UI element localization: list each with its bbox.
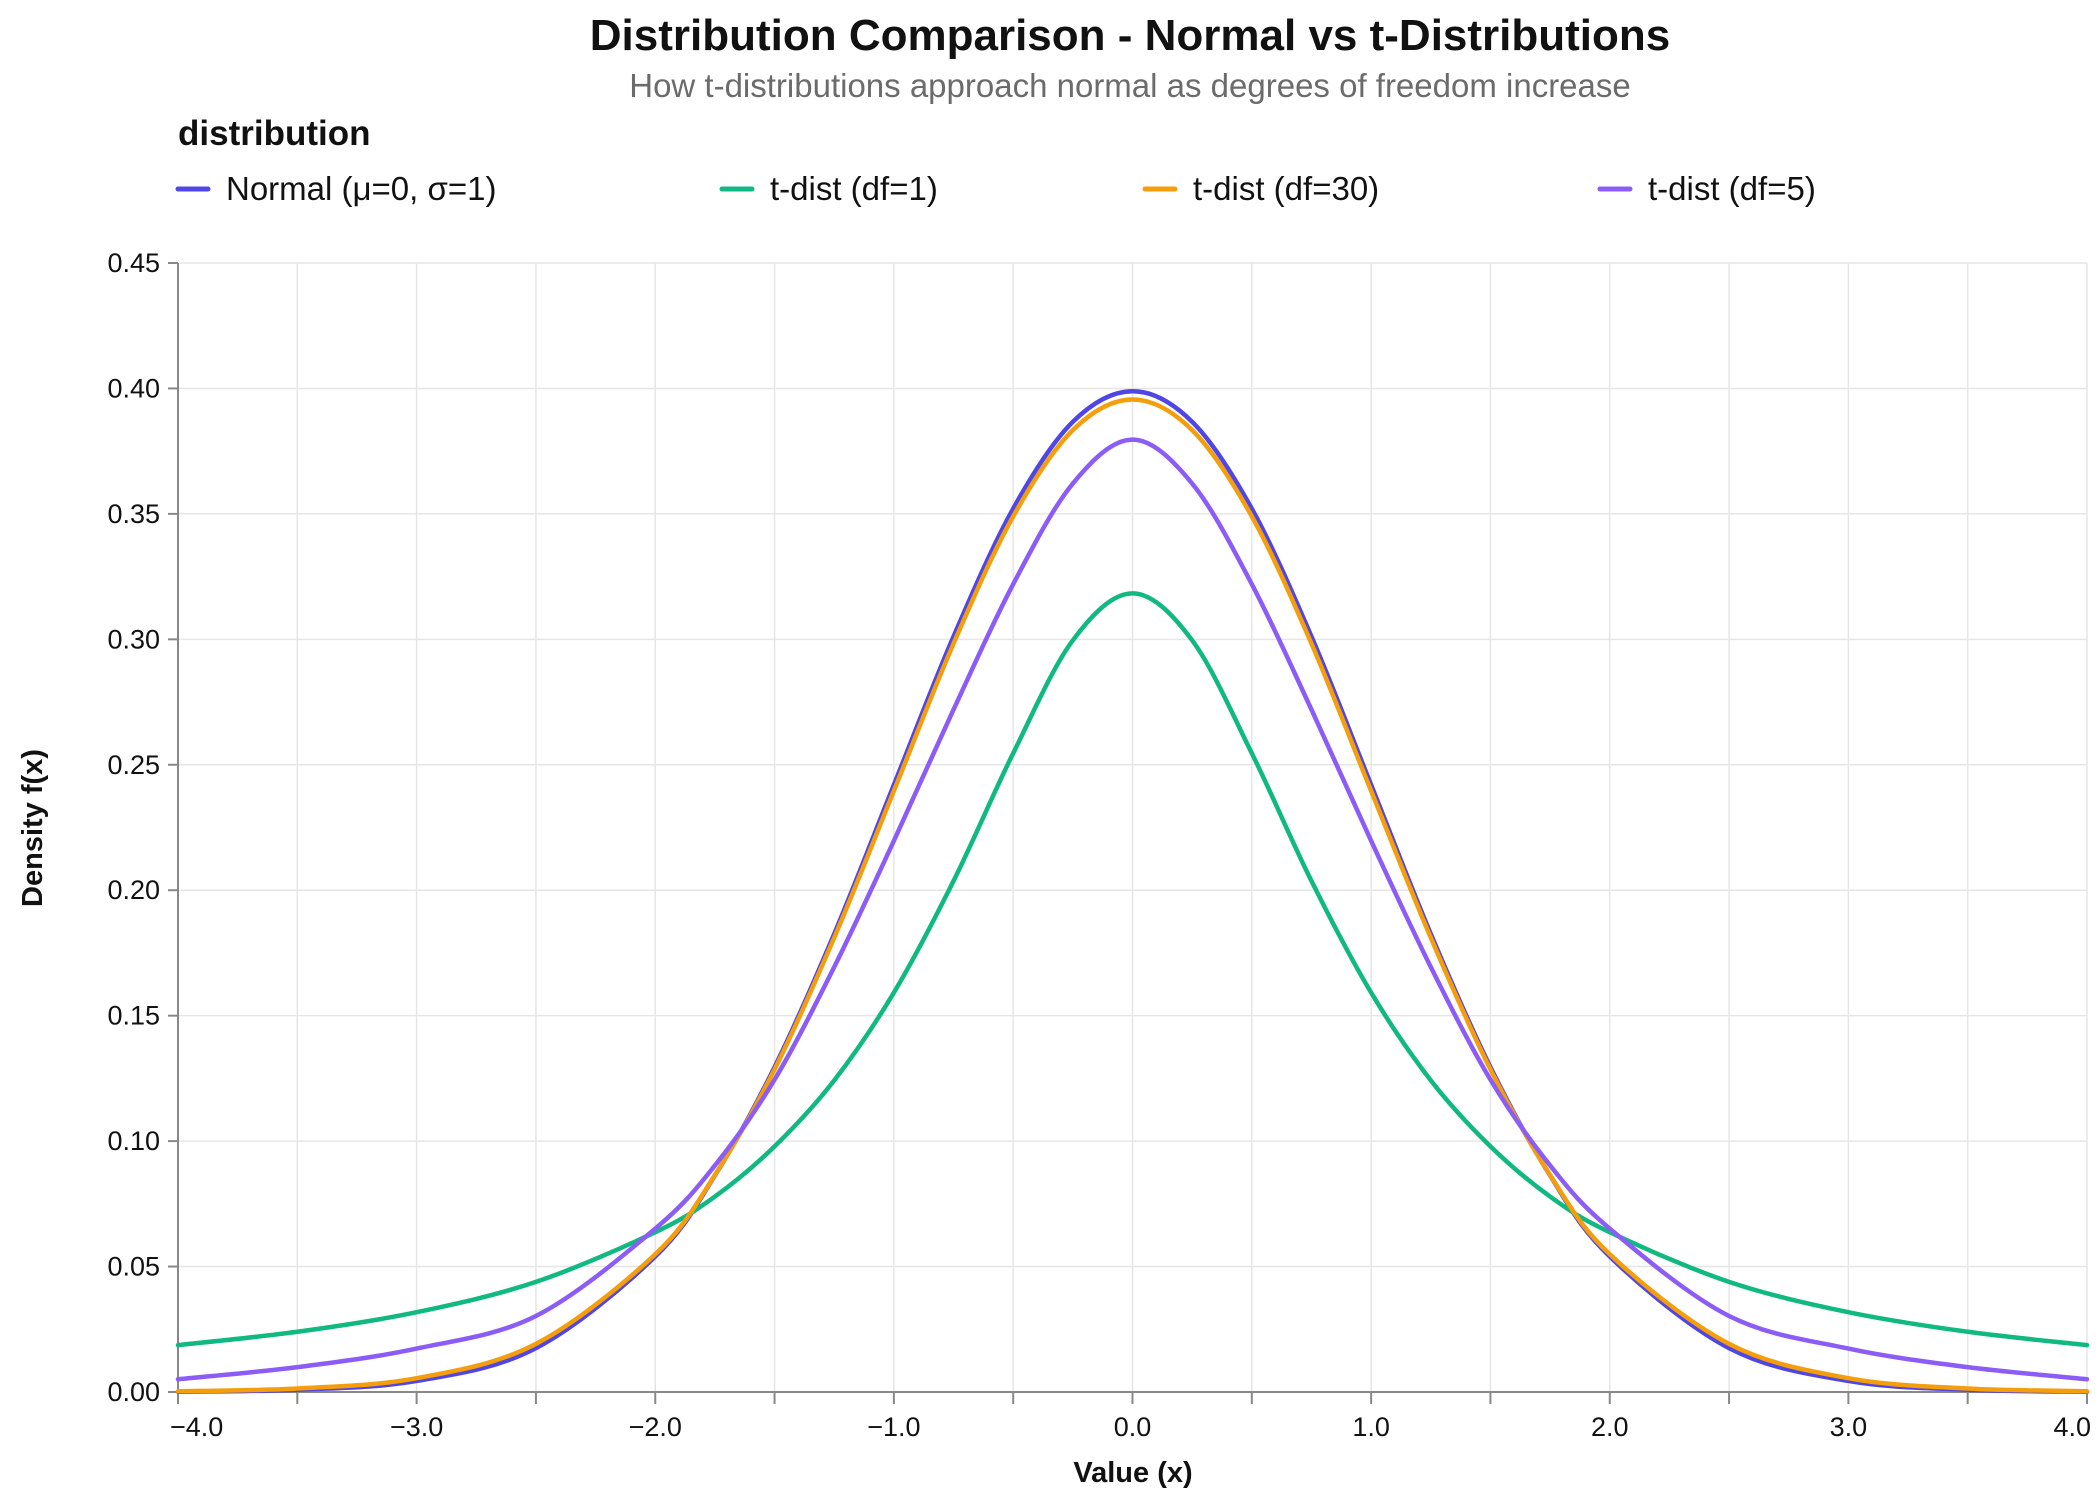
axes: 0.00 0.05 0.10 0.15 0.20 0.25 0.30 0.35 0.40 0.45… bbox=[107, 248, 2091, 1442]
x-tick-label: 2.0 bbox=[1591, 1412, 1629, 1442]
y-tick-label: 0.30 bbox=[107, 624, 160, 654]
y-axis-title: Density f(x) bbox=[17, 749, 49, 907]
x-tick-label: −1.0 bbox=[867, 1412, 920, 1442]
y-tick-label: 0.15 bbox=[107, 1001, 160, 1031]
y-tick-label: 0.35 bbox=[107, 499, 160, 529]
x-tick-label: 0.0 bbox=[1114, 1412, 1152, 1442]
legend-label-t-dist-df-30: t-dist (df=30) bbox=[1193, 170, 1379, 207]
plot-area bbox=[175, 388, 2090, 1394]
y-tick-label: 0.25 bbox=[107, 750, 160, 780]
legend-label-t-dist-df-5: t-dist (df=5) bbox=[1648, 170, 1816, 207]
x-axis-title: Value (x) bbox=[1073, 1457, 1192, 1489]
legend-label-normal-0-1: Normal (μ=0, σ=1) bbox=[226, 170, 496, 207]
y-tick-label: 0.40 bbox=[107, 373, 160, 403]
series-line-t-dist-df-30 bbox=[175, 397, 2090, 1394]
legend: Normal (μ=0, σ=1) t-dist (df=1) t-dist (df… bbox=[175, 170, 1816, 207]
legend-label-t-dist-df-1: t-dist (df=1) bbox=[770, 170, 938, 207]
grid bbox=[177, 262, 2088, 1393]
series-line-t-dist-df-5 bbox=[175, 437, 2090, 1382]
y-tick-label: 0.05 bbox=[107, 1252, 160, 1282]
y-tick-label: 0.00 bbox=[107, 1377, 160, 1407]
y-tick-label: 0.20 bbox=[107, 875, 160, 905]
x-tick-label: −2.0 bbox=[629, 1412, 682, 1442]
x-tick-label: −4.0 bbox=[170, 1412, 223, 1442]
chart-subtitle: How t-distributions approach normal as d… bbox=[629, 67, 1631, 104]
x-tick-label: 3.0 bbox=[1830, 1412, 1868, 1442]
legend-title: distribution bbox=[178, 114, 370, 153]
x-tick-label: −3.0 bbox=[390, 1412, 443, 1442]
y-tick-label: 0.10 bbox=[107, 1126, 160, 1156]
chart-title: Distribution Comparison - Normal vs t-Di… bbox=[590, 11, 1671, 60]
y-tick-label: 0.45 bbox=[107, 248, 160, 278]
x-tick-label: 4.0 bbox=[2053, 1412, 2091, 1442]
x-tick-label: 1.0 bbox=[1352, 1412, 1390, 1442]
